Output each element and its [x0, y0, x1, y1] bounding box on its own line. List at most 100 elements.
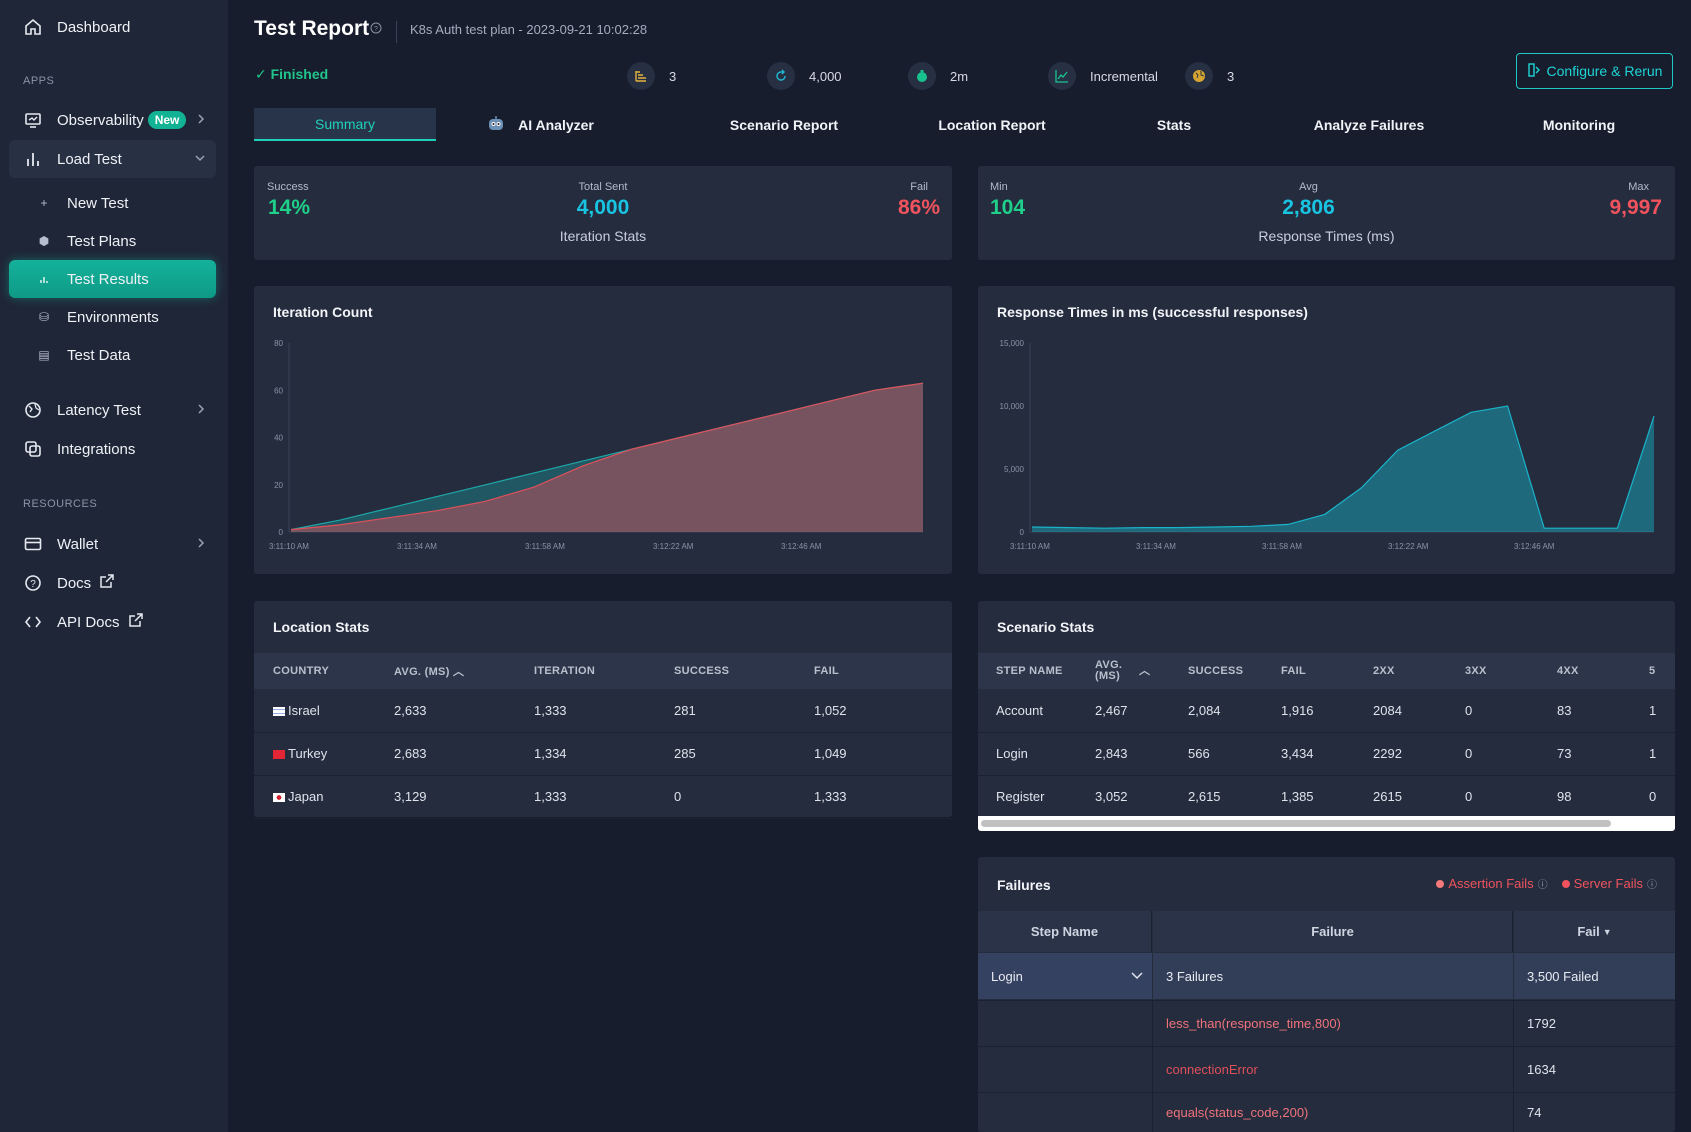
failure-name-cell[interactable]: less_than(response_time,800)	[1166, 1015, 1341, 1031]
total-sent-label: Total Sent	[578, 181, 628, 193]
table-row: Turkey 2,683 1,334 285 1,049	[254, 732, 952, 776]
min-label: Min	[990, 181, 1008, 193]
sidebar-item-observability[interactable]: Observability New	[9, 101, 216, 139]
table-row: Israel 2,633 1,333 281 1,052	[254, 689, 952, 733]
sidebar-item-test-data[interactable]: ▤ Test Data	[9, 336, 216, 374]
col-iteration[interactable]: ITERATION	[534, 653, 674, 689]
scenario-stats-title: Scenario Stats	[997, 619, 1095, 635]
israel-flag-icon	[273, 706, 285, 716]
small-bar-chart-icon	[37, 272, 51, 286]
japan-flag-icon	[273, 793, 285, 802]
server-fails-label: Server Fails	[1573, 876, 1643, 891]
sidebar-item-load-test[interactable]: Load Test	[9, 140, 216, 178]
max-value: 9,997	[1609, 196, 1662, 219]
location-stats-title: Location Stats	[273, 619, 370, 635]
step-cell: Login	[978, 732, 1095, 776]
sidebar-item-test-results[interactable]: Test Results	[9, 260, 216, 298]
col-step-name[interactable]: Step Name	[978, 911, 1152, 952]
success-value: 14%	[268, 196, 311, 219]
x-tick-label: 3:12:22 AM	[653, 542, 694, 551]
col-2xx[interactable]: 2XX	[1373, 653, 1465, 689]
failure-count-cell: 74	[1527, 1104, 1542, 1120]
horizontal-scrollbar[interactable]	[978, 816, 1675, 831]
col-3xx[interactable]: 3XX	[1465, 653, 1557, 689]
chevron-down-icon	[1130, 969, 1144, 984]
tab-analyze-failures[interactable]: Analyze Failures	[1313, 116, 1425, 133]
sort-up-icon: ︿	[1139, 664, 1151, 677]
help-icon[interactable]: ?	[370, 21, 382, 39]
col-avg[interactable]: AVG. (MS) ︿	[394, 653, 534, 689]
metric-duration: 2m	[908, 62, 968, 90]
sidebar-item-new-test[interactable]: + New Test	[9, 184, 216, 222]
sidebar-item-label: Latency Test	[57, 401, 141, 419]
y-tick-label: 80	[274, 339, 283, 348]
col-avg[interactable]: AVG. (MS) ︿	[1095, 653, 1188, 689]
configure-rerun-button[interactable]: Configure & Rerun	[1516, 53, 1673, 89]
iteration-count-card: Iteration Count 0 20 40 60 80 3:11:10 AM 3:11:…	[254, 286, 952, 574]
sidebar-item-api-docs[interactable]: API Docs	[9, 603, 216, 641]
sidebar-item-integrations[interactable]: Integrations	[9, 430, 216, 468]
failure-name-cell[interactable]: connectionError	[1166, 1061, 1258, 1077]
y-tick-label: 0	[279, 528, 284, 537]
x-tick-label: 3:11:34 AM	[1136, 542, 1176, 551]
location-stats-table: COUNTRY AVG. (MS) ︿ ITERATION SUCCESS FA…	[254, 653, 952, 819]
step-select[interactable]: Login	[978, 953, 1152, 999]
min-value: 104	[990, 196, 1026, 219]
tab-monitoring[interactable]: Monitoring	[1542, 116, 1616, 133]
sidebar-item-environments[interactable]: ⛁ Environments	[9, 298, 216, 336]
tab-summary[interactable]: Summary	[254, 108, 436, 141]
country-name: Turkey	[288, 746, 328, 761]
col-5xx[interactable]: 5	[1649, 653, 1675, 689]
iteration-cell: 1,334	[534, 732, 674, 776]
col-fail[interactable]: FAIL	[814, 653, 952, 689]
resources-section-label: RESOURCES	[23, 498, 98, 510]
sidebar-item-latency-test[interactable]: Latency Test	[9, 391, 216, 429]
iteration-cell: 1,333	[534, 775, 674, 819]
tab-location-report[interactable]: Location Report	[938, 116, 1046, 133]
step-cell: Account	[978, 689, 1095, 733]
series-line-response_ms	[1031, 405, 1655, 529]
3xx-cell: 0	[1465, 689, 1557, 733]
info-icon[interactable]: ⓘ	[1537, 880, 1548, 891]
failure-name-cell[interactable]: equals(status_code,200)	[1166, 1104, 1309, 1120]
svg-text:?: ?	[374, 26, 378, 33]
col-failure[interactable]: Failure	[1153, 911, 1513, 952]
sidebar-item-label: Dashboard	[57, 18, 131, 36]
sidebar-item-label: Docs	[57, 574, 92, 592]
col-fail[interactable]: Fail ▼	[1514, 911, 1675, 952]
sidebar-item-wallet[interactable]: Wallet	[9, 525, 216, 563]
4xx-cell: 73	[1557, 732, 1649, 776]
col-step-name[interactable]: STEP NAME	[978, 653, 1095, 689]
tab-scenario-report[interactable]: Scenario Report	[729, 116, 839, 133]
tab-stats[interactable]: Stats	[1156, 116, 1192, 133]
iteration-stats-caption: Iteration Stats	[559, 228, 647, 244]
y-tick-label: 0	[1020, 528, 1025, 537]
col-4xx[interactable]: 4XX	[1557, 653, 1649, 689]
col-country[interactable]: COUNTRY	[254, 653, 394, 689]
sidebar-item-test-plans[interactable]: ⬢ Test Plans	[9, 222, 216, 260]
sidebar-item-docs[interactable]: ? Docs	[9, 564, 216, 602]
fail-cell: 1,916	[1281, 689, 1373, 733]
sidebar-item-label: Load Test	[57, 150, 122, 168]
metric-value: 3	[669, 68, 677, 84]
y-tick-label: 20	[274, 481, 283, 490]
response-stats-caption: Response Times (ms)	[1258, 228, 1395, 244]
success-cell: 2,615	[1188, 775, 1281, 819]
scenario-stats-card: Scenario Stats STEP NAME AVG. (MS) ︿ SUCC…	[978, 601, 1675, 831]
page-title: Test Report	[254, 17, 370, 40]
tab-ai-analyzer[interactable]: AI Analyzer	[470, 108, 610, 141]
2xx-cell: 2615	[1373, 775, 1465, 819]
metric-value: Incremental	[1090, 68, 1158, 84]
x-tick-label: 3:12:46 AM	[781, 542, 822, 551]
success-cell: 281	[674, 689, 814, 733]
info-icon[interactable]: ⓘ	[1647, 880, 1657, 891]
scrollbar-thumb[interactable]	[981, 820, 1611, 827]
sidebar-item-dashboard[interactable]: Dashboard	[9, 8, 216, 46]
col-fail[interactable]: FAIL	[1281, 653, 1373, 689]
col-success[interactable]: SUCCESS	[1188, 653, 1281, 689]
fail-label: Fail	[910, 181, 928, 193]
col-success[interactable]: SUCCESS	[674, 653, 814, 689]
fail-cell: 1,052	[814, 689, 952, 733]
success-cell: 566	[1188, 732, 1281, 776]
